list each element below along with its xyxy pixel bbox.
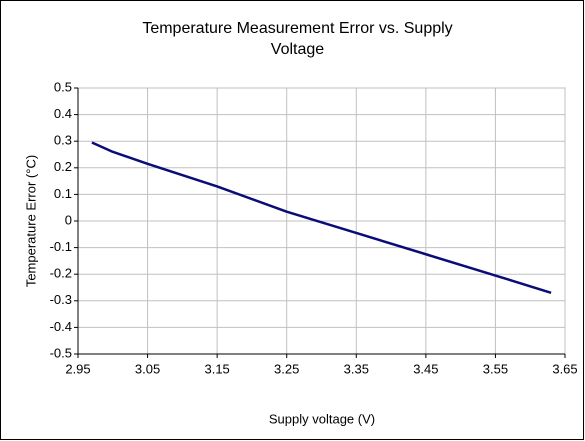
y-tick-label: -0.1 [50, 239, 72, 254]
x-axis-label: Supply voltage (V) [269, 411, 375, 426]
y-tick-label: 0.3 [54, 133, 72, 148]
x-tick-label: 3.05 [135, 361, 160, 376]
x-tick-label: 3.25 [274, 361, 299, 376]
y-tick-label: 0.5 [54, 79, 72, 94]
y-axis-label: Temperature Error (°C) [23, 155, 38, 287]
x-tick-label: 3.15 [204, 361, 229, 376]
y-tick-label: -0.4 [50, 319, 72, 334]
y-tick-label: -0.2 [50, 266, 72, 281]
x-tick-label: 3.45 [413, 361, 438, 376]
x-tick-label: 2.95 [65, 361, 90, 376]
x-tick-label: 3.65 [552, 361, 577, 376]
y-tick-label: 0 [65, 212, 72, 227]
y-tick-label: 0.1 [54, 186, 72, 201]
data-line [91, 141, 552, 295]
x-tick-label: 3.55 [483, 361, 508, 376]
y-tick-label: -0.3 [50, 292, 72, 307]
y-tick-label: 0.4 [54, 106, 72, 121]
x-tick-label: 3.35 [344, 361, 369, 376]
chart-title: Temperature Measurement Error vs. Supply… [142, 20, 453, 58]
y-tick-label: 0.2 [54, 159, 72, 174]
y-tick-label: -0.5 [50, 345, 72, 360]
